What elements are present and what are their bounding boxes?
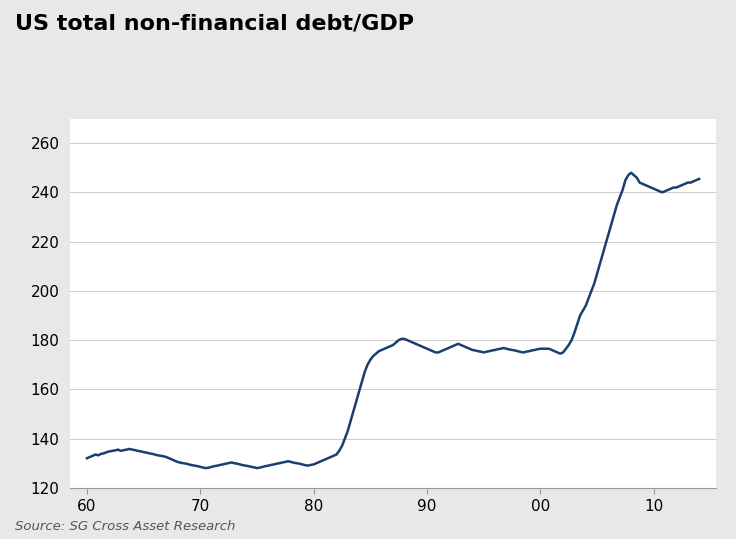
Text: Source: SG Cross Asset Research: Source: SG Cross Asset Research	[15, 520, 235, 533]
Text: US total non-financial debt/GDP: US total non-financial debt/GDP	[15, 13, 414, 33]
